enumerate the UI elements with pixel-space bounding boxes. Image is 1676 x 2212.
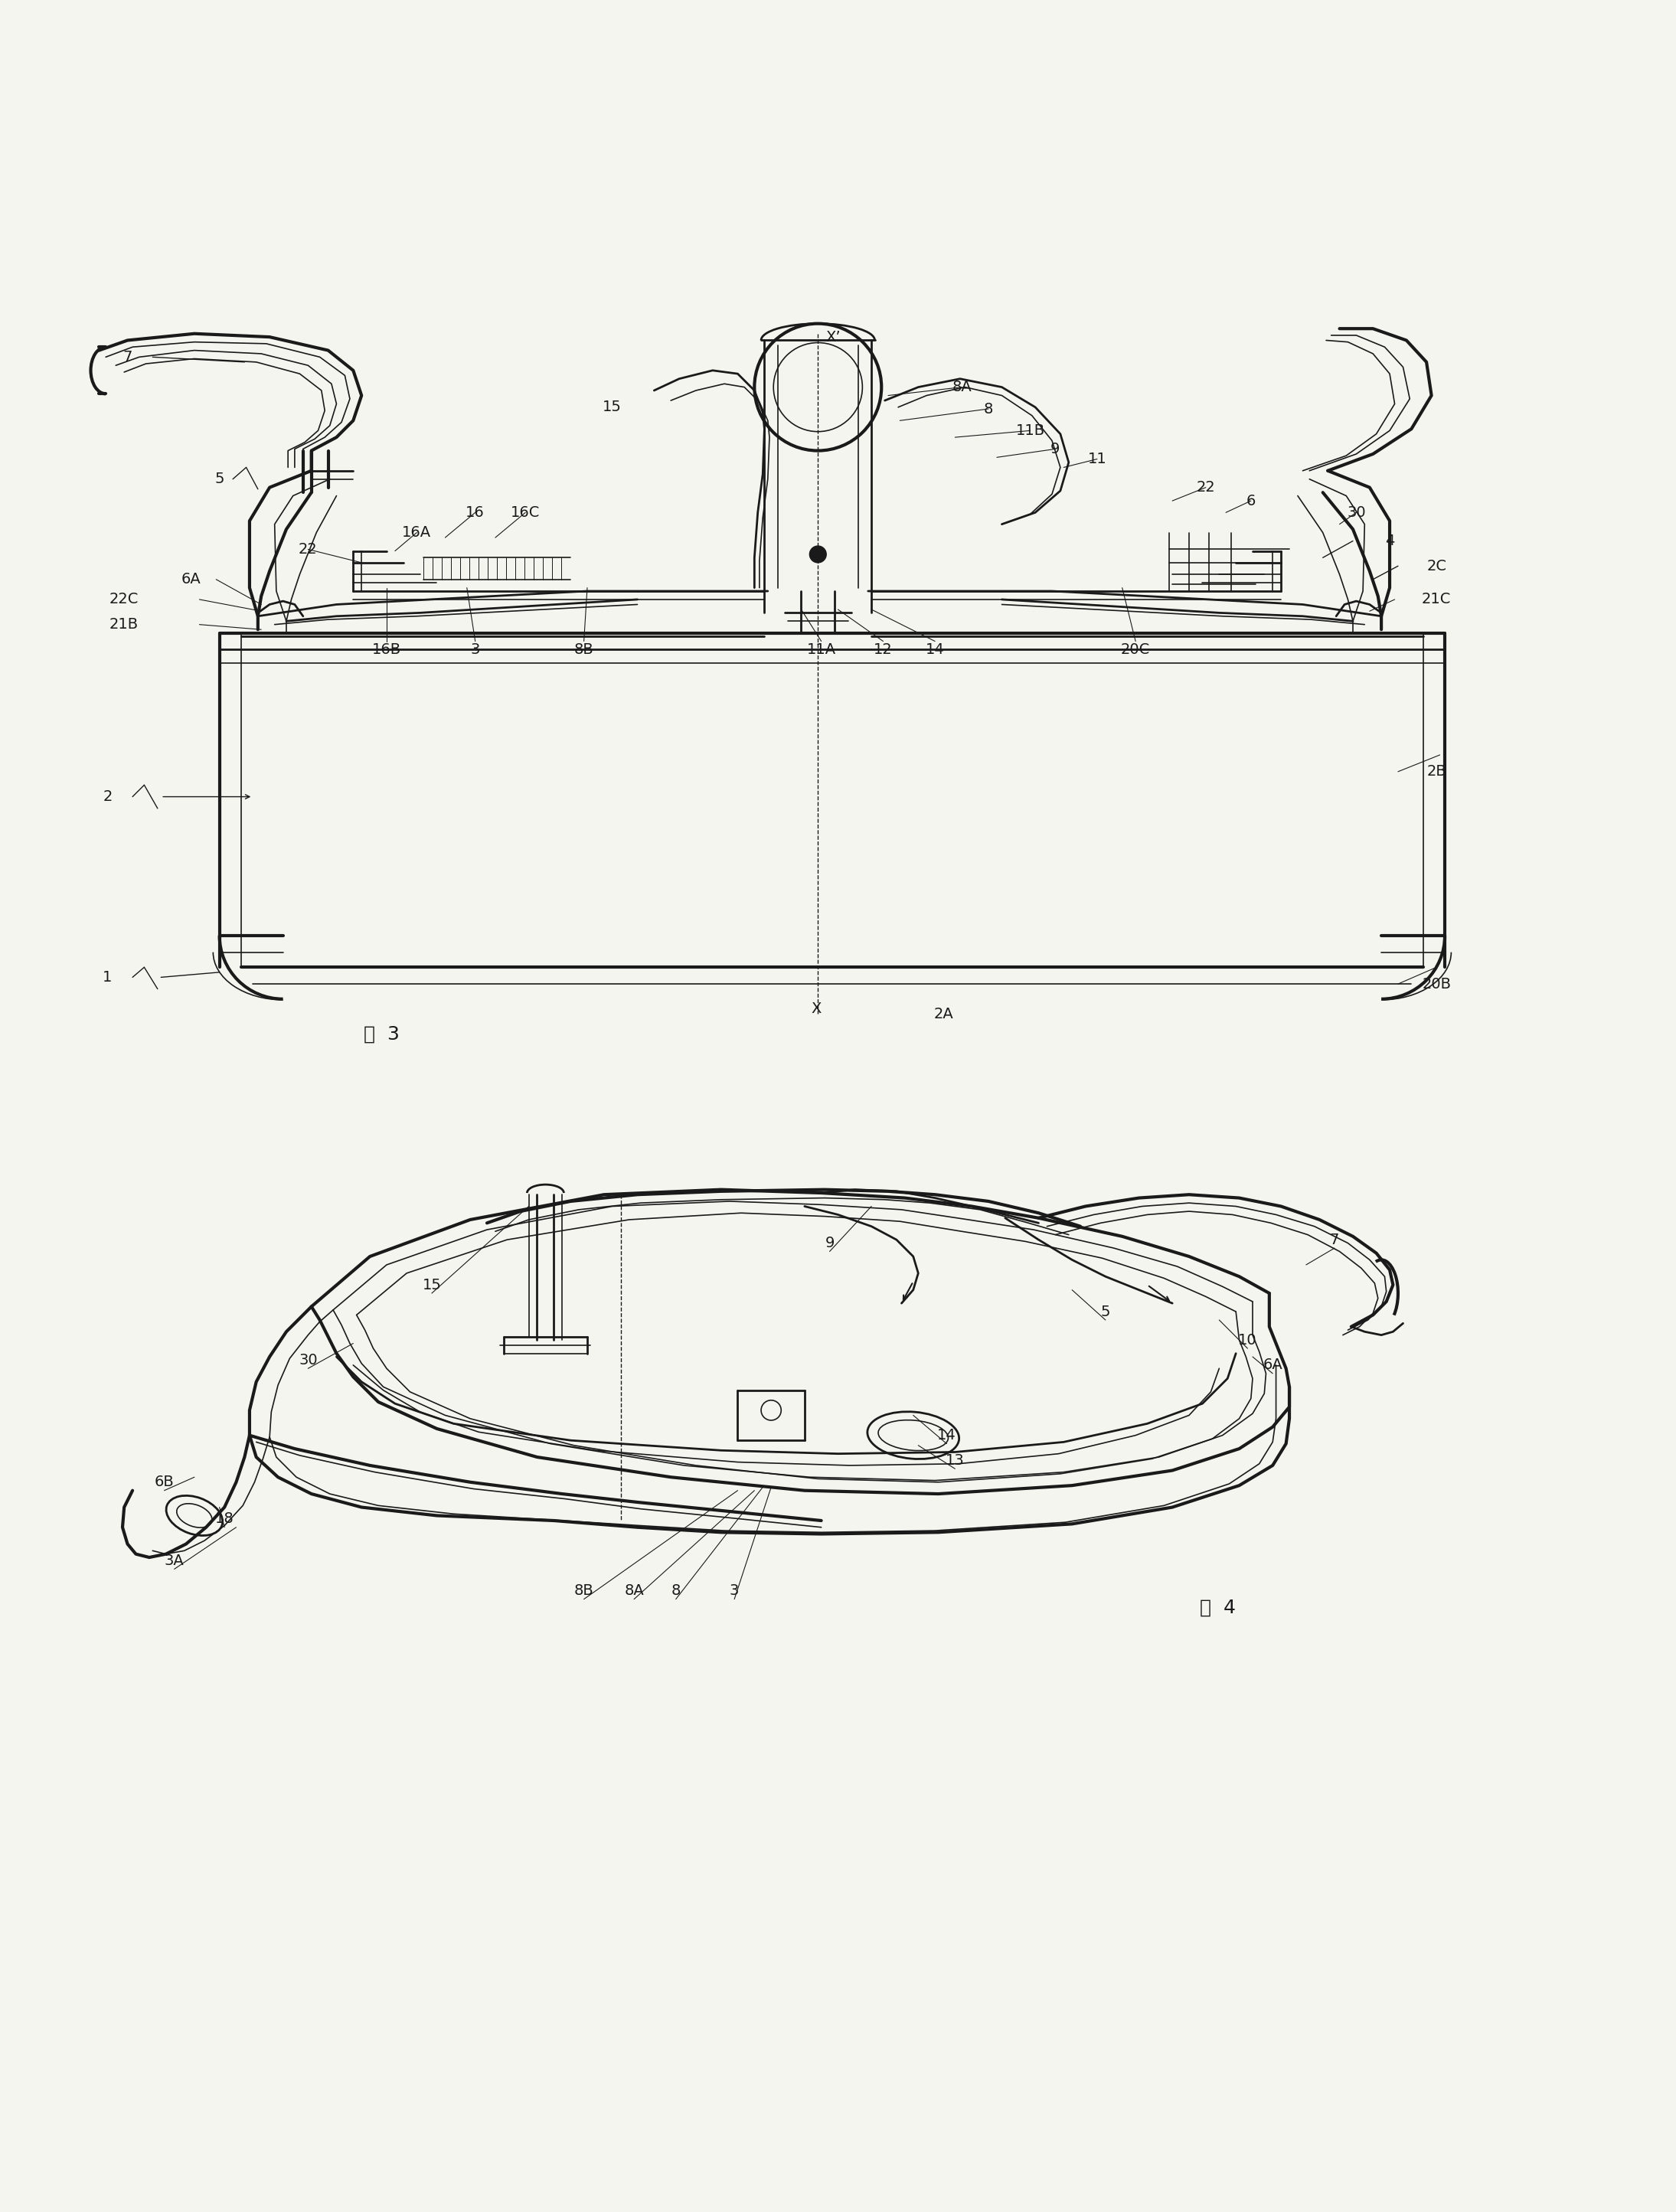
Text: 8: 8: [984, 403, 994, 416]
Text: 图  4: 图 4: [1200, 1599, 1235, 1617]
Text: 8: 8: [670, 1584, 680, 1597]
Text: X’: X’: [826, 330, 840, 345]
Text: 1: 1: [102, 971, 112, 984]
Text: 11: 11: [1088, 451, 1106, 467]
Text: 5: 5: [215, 471, 225, 487]
Text: 3: 3: [729, 1584, 739, 1597]
Text: 图  3: 图 3: [364, 1024, 399, 1044]
Text: 8A: 8A: [623, 1584, 644, 1597]
Text: 2B: 2B: [1426, 765, 1446, 779]
Text: 2: 2: [102, 790, 112, 803]
Text: 5: 5: [1101, 1305, 1110, 1318]
Text: 6A: 6A: [1262, 1358, 1282, 1371]
Text: 6A: 6A: [181, 573, 201, 586]
Text: 7: 7: [1329, 1232, 1339, 1248]
Text: 2C: 2C: [1426, 560, 1446, 573]
Text: 16A: 16A: [402, 524, 431, 540]
Text: 7: 7: [122, 349, 132, 365]
Text: 12: 12: [873, 641, 893, 657]
Text: 22: 22: [298, 542, 317, 557]
Text: 11A: 11A: [806, 641, 836, 657]
Text: 16C: 16C: [511, 504, 540, 520]
Text: 18: 18: [215, 1511, 235, 1526]
Text: 21B: 21B: [109, 617, 139, 633]
Text: 3: 3: [471, 641, 479, 657]
Text: 4: 4: [1384, 533, 1394, 549]
Text: 9: 9: [1051, 442, 1059, 456]
Text: 30: 30: [298, 1354, 317, 1367]
Text: 30: 30: [1348, 504, 1366, 520]
Text: 6B: 6B: [154, 1475, 174, 1489]
Text: 21C: 21C: [1421, 593, 1451, 606]
Text: 14: 14: [925, 641, 945, 657]
Text: 11B: 11B: [1016, 422, 1044, 438]
Text: 13: 13: [945, 1453, 964, 1469]
Text: 8B: 8B: [575, 1584, 593, 1597]
Text: 20B: 20B: [1421, 978, 1451, 991]
Text: 6: 6: [1247, 493, 1255, 509]
Text: 16: 16: [466, 504, 484, 520]
Text: 20C: 20C: [1121, 641, 1150, 657]
Text: 10: 10: [1239, 1334, 1257, 1347]
Text: 14: 14: [937, 1429, 955, 1442]
Text: 22: 22: [1197, 480, 1215, 495]
Text: 8B: 8B: [575, 641, 593, 657]
Text: 2A: 2A: [934, 1006, 954, 1022]
Circle shape: [810, 546, 826, 562]
Text: X: X: [811, 1002, 821, 1015]
Text: 22C: 22C: [109, 593, 139, 606]
Text: 15: 15: [422, 1279, 441, 1292]
Text: 9: 9: [825, 1237, 835, 1250]
Text: 8A: 8A: [952, 380, 972, 394]
Text: 16B: 16B: [372, 641, 401, 657]
Text: 15: 15: [603, 400, 622, 414]
Text: 3A: 3A: [164, 1553, 184, 1568]
